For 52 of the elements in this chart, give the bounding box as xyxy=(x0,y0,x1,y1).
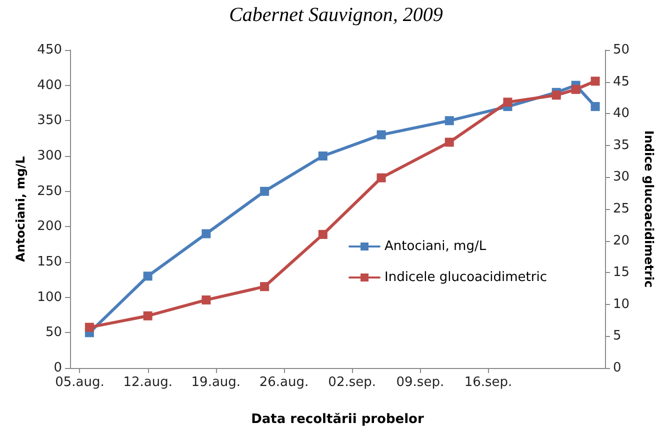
y-tick-label: 200 xyxy=(37,219,62,234)
y-axis-title: Antociani, mg/L xyxy=(13,156,28,262)
y2-axis-title: Indice glucoacidimetric xyxy=(642,130,656,288)
y-tick-label: 150 xyxy=(37,254,62,270)
x-tick-label: 19.aug. xyxy=(191,375,241,390)
y2-tick-label: 40 xyxy=(613,106,630,122)
point xyxy=(84,322,94,332)
y2-tick-label: 15 xyxy=(613,265,630,280)
y2-tick-label: 35 xyxy=(613,138,630,153)
x-tick-label: 02.sep. xyxy=(328,375,376,390)
y-tick-label: 300 xyxy=(37,148,62,164)
y-tick-label: 450 xyxy=(37,42,62,58)
x-tick-label: 26.aug. xyxy=(259,375,309,390)
point xyxy=(552,90,561,100)
chart-title: Cabernet Sauvignon, 2009 xyxy=(229,4,443,26)
point xyxy=(444,116,454,126)
legend-label: Indicele glucoacidimetric xyxy=(384,270,548,285)
y2-tick-label: 10 xyxy=(613,296,630,312)
point xyxy=(571,84,580,94)
y-tick-label: 50 xyxy=(45,325,62,340)
y2-tick-label: 45 xyxy=(613,74,630,90)
point xyxy=(318,230,328,239)
x-axis-title: Data recoltării probelor xyxy=(251,412,424,427)
y-tick-label: 0 xyxy=(54,360,62,376)
y2-tick-label: 5 xyxy=(613,328,622,344)
point xyxy=(202,229,211,238)
point xyxy=(590,76,600,86)
x-tick-label: 09.sep. xyxy=(396,375,444,390)
x-tick-label: 12.aug. xyxy=(123,375,172,390)
point xyxy=(202,295,211,304)
point xyxy=(444,138,454,147)
point xyxy=(376,173,386,182)
point xyxy=(143,311,152,320)
point xyxy=(260,282,270,292)
x-tick-label: 16.sep. xyxy=(464,375,512,390)
point xyxy=(143,272,152,281)
y-tick-label: 350 xyxy=(37,113,62,128)
y-tick-label: 400 xyxy=(37,78,62,93)
y2-tick-label: 50 xyxy=(613,42,630,58)
point xyxy=(590,102,600,112)
legend-label: Antociani, mg/L xyxy=(384,239,487,254)
y-tick-label: 100 xyxy=(37,290,62,305)
y-tick-label: 250 xyxy=(37,184,62,199)
y2-tick-label: 25 xyxy=(613,202,630,216)
y2-tick-label: 20 xyxy=(613,233,630,248)
point xyxy=(318,152,328,160)
y2-tick-label: 30 xyxy=(613,170,630,185)
point xyxy=(260,186,270,196)
x-tick-label: 05.aug. xyxy=(55,375,104,390)
y2-tick-label: 0 xyxy=(613,360,622,376)
point xyxy=(503,98,512,107)
point xyxy=(376,130,386,140)
